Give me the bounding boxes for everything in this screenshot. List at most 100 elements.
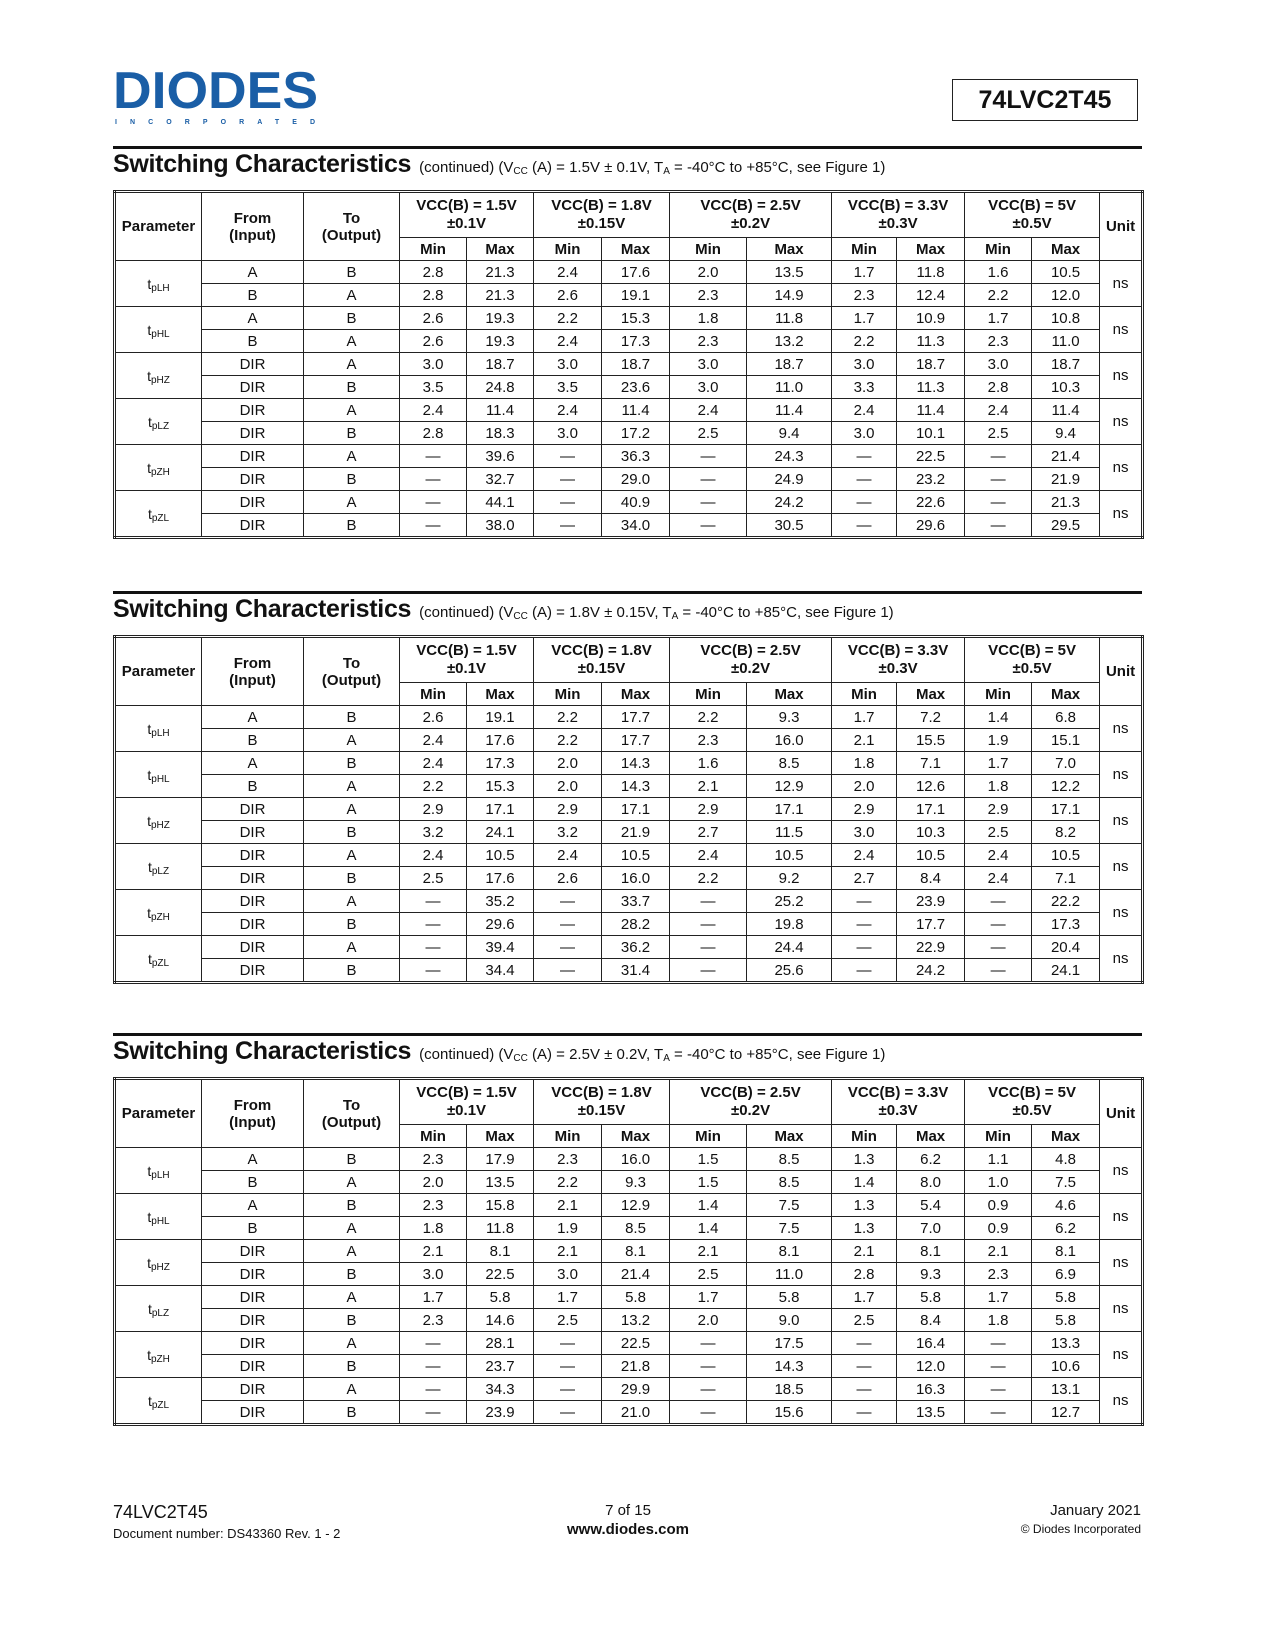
max-value: 14.3: [601, 774, 671, 798]
max-value: 23.9: [896, 889, 966, 913]
max-value: 22.5: [465, 1262, 535, 1286]
vcc-group-label: VCC(B) = 1.5V: [416, 1084, 517, 1101]
max-value: 8.0: [896, 1170, 966, 1194]
max-value: 40.9: [601, 490, 671, 514]
from-cell: DIR: [201, 1354, 304, 1378]
parameter-subscript: pLH: [151, 1169, 170, 1181]
from-cell: B: [201, 283, 304, 307]
from-cell: DIR: [201, 866, 304, 890]
unit-cell: ns: [1099, 444, 1144, 491]
vcc-group-tolerance: ±0.3V: [878, 215, 918, 232]
parameter-symbol: t: [147, 1208, 152, 1225]
max-value: 22.2: [1031, 889, 1101, 913]
max-value: 9.0: [746, 1308, 833, 1332]
min-value: —: [399, 444, 467, 468]
section-conditions: (continued) (VCC (A) = 1.8V ± 0.15V, TA …: [419, 604, 894, 622]
from-cell: DIR: [201, 1377, 304, 1401]
max-value: 21.3: [1031, 490, 1101, 514]
min-header: Min: [399, 237, 467, 261]
max-value: 21.9: [1031, 467, 1101, 491]
max-value: 21.9: [601, 820, 671, 844]
from-cell: DIR: [201, 1285, 304, 1309]
from-cell: DIR: [201, 797, 304, 821]
section-title: Switching Characteristics: [113, 150, 412, 178]
max-value: 19.8: [746, 912, 833, 936]
unit-cell: ns: [1099, 260, 1144, 307]
min-value: —: [964, 1377, 1033, 1401]
max-value: 22.9: [896, 935, 966, 959]
min-value: —: [533, 889, 603, 913]
max-value: 7.5: [746, 1193, 833, 1217]
max-value: 13.3: [1031, 1331, 1101, 1355]
footer-left: 74LVC2T45 Document number: DS43360 Rev. …: [113, 1502, 340, 1541]
to-cell: A: [303, 1216, 400, 1240]
footer-center: 7 of 15 www.diodes.com: [563, 1502, 693, 1538]
table-row: tpZL DIR A —34.3—29.9—18.5—16.3—13.1 ns: [114, 1377, 1144, 1425]
min-value: 2.0: [399, 1170, 467, 1194]
conditions-part: A: [663, 1053, 670, 1064]
unit-header: Unit: [1099, 1078, 1144, 1148]
max-value: 13.5: [465, 1170, 535, 1194]
parameter-symbol: t: [147, 413, 152, 430]
min-value: 1.7: [533, 1285, 603, 1309]
parameter-cell: tpZH: [114, 889, 202, 936]
max-value: 8.1: [896, 1239, 966, 1263]
min-value: 2.0: [533, 751, 603, 775]
min-value: 1.7: [399, 1285, 467, 1309]
max-value: 17.6: [601, 260, 671, 284]
min-value: 2.2: [399, 774, 467, 798]
max-value: 25.2: [746, 889, 833, 913]
parameter-subscript: pZH: [150, 911, 170, 923]
max-value: 18.7: [1031, 352, 1101, 376]
vcc-group-header: VCC(B) = 1.8V ±0.15V: [533, 1078, 671, 1125]
vcc-group-tolerance: ±0.3V: [878, 1102, 918, 1119]
max-value: 16.3: [896, 1377, 966, 1401]
section-rule: [113, 146, 1142, 149]
min-value: 2.4: [669, 843, 748, 867]
min-value: —: [831, 444, 898, 468]
parameter-symbol: t: [147, 812, 151, 829]
max-value: 10.5: [1031, 843, 1101, 867]
min-value: 1.7: [964, 1285, 1033, 1309]
max-value: 19.1: [601, 283, 671, 307]
from-label: From: [233, 1096, 272, 1114]
conditions-part: = -40°C to +85°C, see Figure 1): [669, 1046, 886, 1063]
footer-copyright: © Diodes Incorporated: [1020, 1522, 1141, 1536]
max-value: 11.4: [601, 398, 671, 422]
parameter-cell: tpLH: [114, 705, 202, 752]
min-value: —: [533, 1400, 603, 1425]
max-value: 18.7: [896, 352, 966, 376]
max-header: Max: [465, 682, 535, 706]
max-value: 9.4: [1031, 421, 1101, 445]
from-cell: DIR: [201, 1400, 304, 1425]
max-value: 21.3: [465, 283, 535, 307]
max-value: 17.1: [465, 797, 535, 821]
table-row: tpLZ DIR A 2.4 11.4 2.4 11.4 2.4 11.4 2.4 11.4 2.4 1…: [114, 398, 1144, 445]
from-cell: DIR: [201, 444, 304, 468]
to-cell: A: [303, 1377, 400, 1401]
max-value: 17.3: [465, 751, 535, 775]
min-value: 1.8: [964, 1308, 1033, 1332]
min-value: 1.4: [964, 705, 1033, 729]
max-value: 12.9: [746, 774, 833, 798]
max-value: 17.2: [601, 421, 671, 445]
to-cell: B: [303, 1308, 400, 1332]
table-row: B A 2.8 21.3 2.6 19.1 2.3 14.9 2.3 12.4 2.2 12.0: [115, 283, 1143, 307]
min-value: 3.0: [964, 352, 1033, 376]
from-cell: A: [201, 705, 304, 729]
max-value: 21.8: [601, 1354, 671, 1378]
max-value: 11.3: [896, 375, 966, 399]
max-value: 36.3: [601, 444, 671, 468]
from-cell: A: [201, 751, 304, 775]
min-value: —: [831, 1377, 898, 1401]
max-value: 8.4: [896, 866, 966, 890]
min-value: —: [669, 1377, 748, 1401]
max-value: 7.1: [1031, 866, 1101, 890]
max-value: 10.1: [896, 421, 966, 445]
min-value: —: [533, 958, 603, 983]
max-value: 21.0: [601, 1400, 671, 1425]
table-row: tpLZ DIR A 2.4 10.5 2.4 10.5 2.4 10.5 2.4 10.5 2.4 1…: [114, 843, 1144, 890]
min-value: —: [533, 912, 603, 936]
section-heading: Switching Characteristics (continued) (VC…: [113, 150, 1142, 178]
website-link[interactable]: www.diodes.com: [567, 1521, 689, 1538]
